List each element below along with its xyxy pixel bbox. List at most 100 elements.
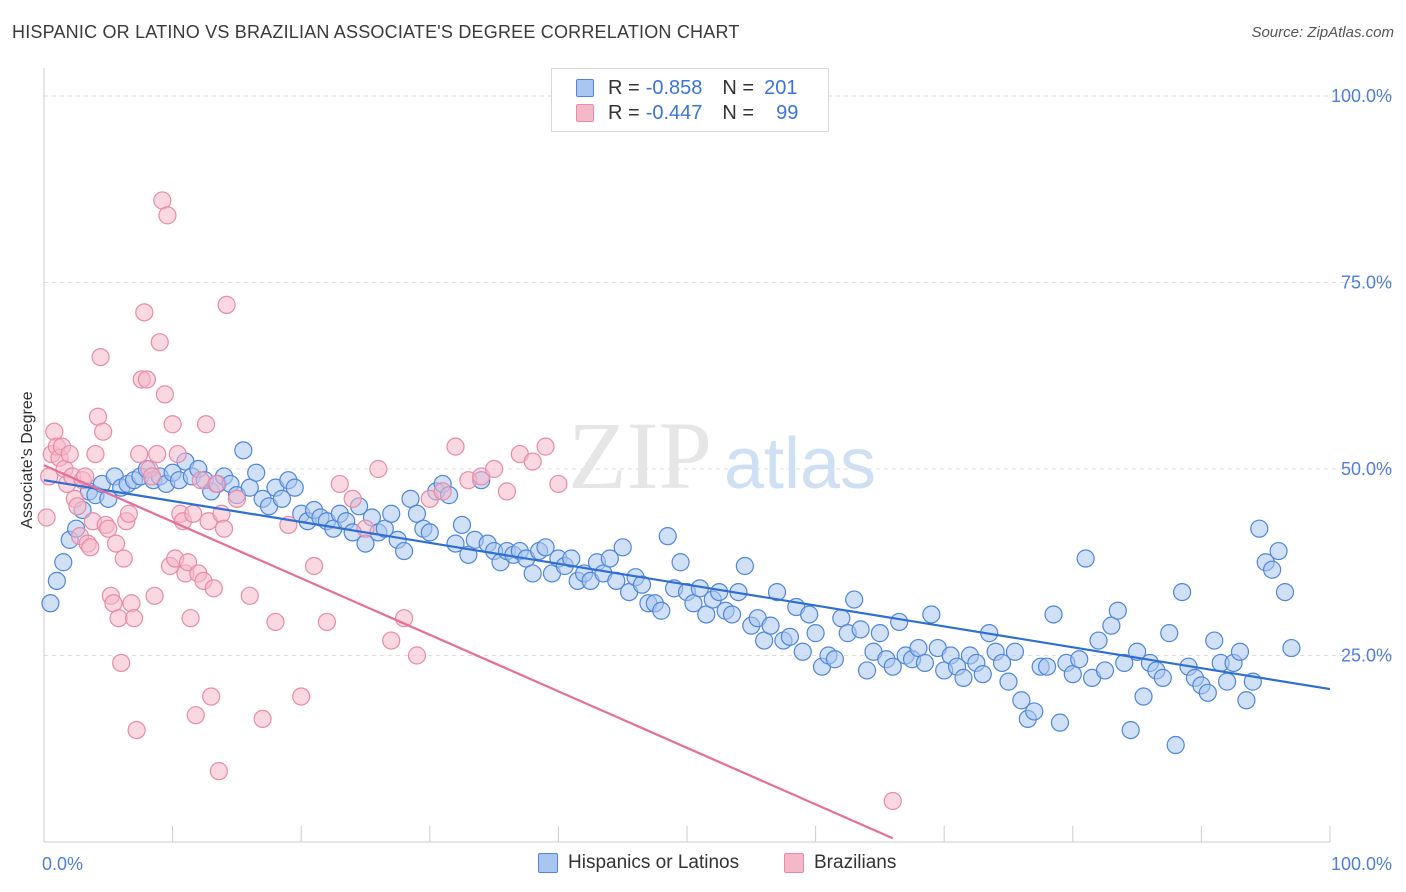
data-point xyxy=(883,791,902,811)
data-point xyxy=(68,497,87,516)
data-point xyxy=(420,523,439,542)
data-point xyxy=(722,605,742,624)
data-point xyxy=(369,459,388,479)
data-point xyxy=(86,444,105,464)
data-point xyxy=(452,515,472,535)
data-point xyxy=(285,478,304,497)
data-point xyxy=(992,653,1012,673)
data-point xyxy=(168,444,187,464)
data-point xyxy=(446,437,465,456)
data-point xyxy=(145,586,164,605)
data-point xyxy=(247,463,266,482)
data-point xyxy=(1134,687,1153,706)
data-point xyxy=(536,437,555,456)
data-point xyxy=(382,504,401,523)
data-point xyxy=(1121,720,1140,740)
data-point xyxy=(196,415,216,434)
data-point xyxy=(394,541,414,561)
data-point xyxy=(1269,541,1288,561)
data-point xyxy=(1153,668,1172,687)
data-point xyxy=(1012,691,1031,710)
data-point xyxy=(1237,691,1256,710)
trend-line xyxy=(43,464,894,840)
data-point xyxy=(1173,582,1192,602)
data-point xyxy=(207,474,226,494)
data-point xyxy=(186,706,205,725)
data-point xyxy=(1166,735,1185,755)
data-point xyxy=(870,624,890,643)
data-point xyxy=(91,348,110,367)
data-point xyxy=(178,553,198,572)
data-point xyxy=(536,538,555,557)
bottom-legend-swatch-hispanics xyxy=(538,853,558,873)
data-point xyxy=(1089,631,1108,650)
watermark-zip: ZIP xyxy=(568,402,712,509)
data-point xyxy=(292,687,311,706)
data-point xyxy=(99,519,118,538)
legend-r-label: R = xyxy=(608,101,640,124)
legend-n-label: N = xyxy=(722,101,755,124)
data-point xyxy=(922,605,941,624)
data-point xyxy=(523,452,542,471)
legend-n-label: N = xyxy=(722,76,755,99)
data-point xyxy=(1230,642,1250,661)
grid-lines xyxy=(44,95,1392,656)
data-point xyxy=(137,370,156,389)
data-point xyxy=(150,333,169,352)
data-point xyxy=(158,206,177,225)
data-point xyxy=(632,575,652,594)
data-point xyxy=(112,653,131,673)
data-point xyxy=(202,687,221,706)
bottom-legend-brazilians: Brazilians xyxy=(784,852,896,874)
data-point xyxy=(330,474,349,494)
chart-title: HISPANIC OR LATINO VS BRAZILIAN ASSOCIAT… xyxy=(12,22,740,42)
data-point xyxy=(304,556,324,576)
data-point xyxy=(272,489,292,508)
data-point xyxy=(127,720,146,740)
trend-line xyxy=(43,479,1331,691)
data-point xyxy=(433,482,452,501)
data-point xyxy=(204,579,223,598)
data-point xyxy=(1205,631,1224,650)
y-tick-label: 25.0% xyxy=(1341,646,1392,666)
data-point xyxy=(191,471,210,490)
data-point xyxy=(890,612,909,632)
data-point xyxy=(485,459,504,479)
data-point xyxy=(214,519,234,538)
data-point xyxy=(54,553,73,572)
data-point xyxy=(240,586,259,605)
data-point xyxy=(163,415,182,434)
data-point xyxy=(1005,642,1025,661)
legend-n-value: 99 xyxy=(776,101,799,124)
data-point xyxy=(253,709,272,729)
source-label: Source: ZipAtlas.com xyxy=(1251,24,1394,41)
legend-n-value: 201 xyxy=(764,76,798,99)
data-point xyxy=(806,624,825,643)
data-point xyxy=(1070,650,1089,669)
data-point xyxy=(735,556,754,576)
data-point xyxy=(45,422,64,441)
data-point xyxy=(671,553,690,572)
data-point xyxy=(41,594,60,613)
data-point xyxy=(1275,582,1295,602)
bottom-legend-hispanics: Hispanics or Latinos xyxy=(538,852,739,874)
data-point xyxy=(227,489,246,508)
data-point xyxy=(793,642,812,661)
data-point xyxy=(1263,560,1282,579)
data-point xyxy=(613,538,632,557)
legend-r-value: -0.858 xyxy=(645,76,703,99)
data-point xyxy=(1044,605,1063,624)
data-point xyxy=(209,762,228,781)
legend-r-value: -0.447 xyxy=(645,101,703,124)
data-point xyxy=(184,504,203,523)
data-point xyxy=(119,504,138,523)
data-point xyxy=(47,571,66,591)
data-point xyxy=(343,489,362,508)
data-point xyxy=(562,549,581,568)
data-point xyxy=(109,609,128,628)
data-point xyxy=(800,605,819,624)
data-point xyxy=(356,519,375,538)
bottom-legend-label-hispanics: Hispanics or Latinos xyxy=(568,852,740,873)
data-point xyxy=(148,444,167,464)
